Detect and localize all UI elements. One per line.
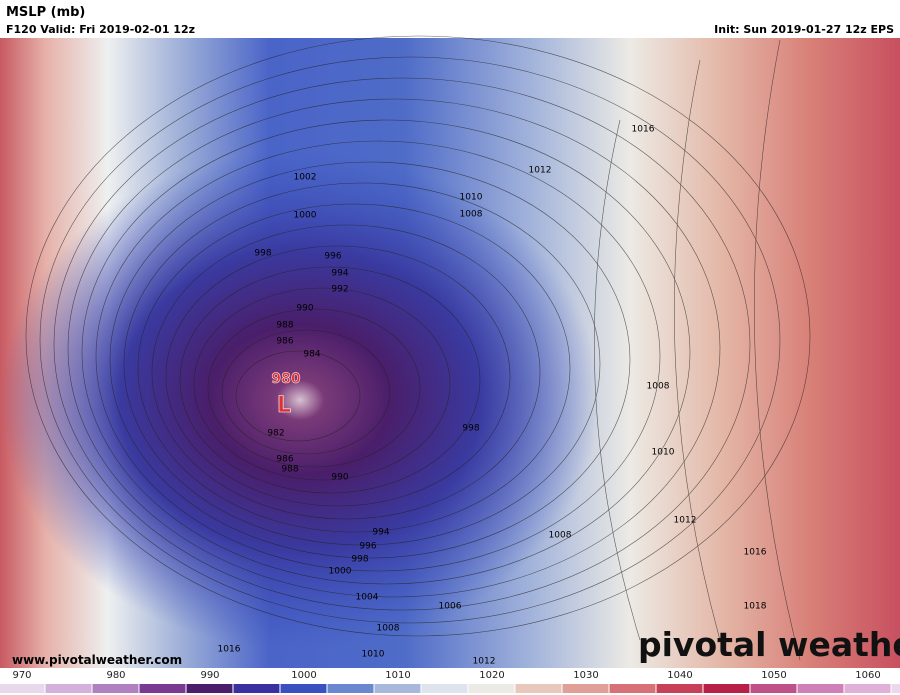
colorbar-swatch [562, 684, 609, 693]
logo: pivotal weather [638, 625, 900, 664]
title: MSLP (mb) [6, 5, 85, 20]
isobar [25, 35, 811, 637]
colorbar-swatch [703, 684, 750, 693]
contour-label: 982 [267, 429, 284, 439]
contour-label: 1016 [632, 125, 655, 135]
colorbar-tick-label: 1040 [667, 670, 692, 681]
low-pressure-area [0, 150, 600, 650]
contour-label: 992 [331, 285, 348, 295]
contour-label: 984 [303, 350, 320, 360]
colorbar-swatch [609, 684, 656, 693]
colorbar-swatch [0, 684, 45, 693]
colorbar-tick-label: 970 [12, 670, 31, 681]
colorbar-swatch [421, 684, 468, 693]
isobar [179, 266, 481, 494]
colorbar-swatch [891, 684, 900, 693]
isobar [95, 140, 661, 572]
contour-label: 1008 [377, 624, 400, 634]
colorbar-tick-label: 1030 [573, 670, 598, 681]
site-url: www.pivotalweather.com [12, 653, 182, 667]
isobars [25, 35, 811, 661]
isobar [594, 119, 641, 641]
colorbar-swatch [327, 684, 374, 693]
contour-label: 1012 [473, 657, 496, 667]
contour-label: 990 [331, 473, 348, 483]
contour-label: 994 [331, 269, 348, 279]
contour-label: 1000 [329, 567, 352, 577]
contour-label: 1018 [744, 602, 767, 612]
colorbar-tick-label: 1020 [479, 670, 504, 681]
colorbar-swatch [797, 684, 844, 693]
isobar [235, 350, 361, 442]
isobar [207, 308, 421, 468]
isobar [151, 224, 541, 520]
contour-label: 1006 [439, 602, 462, 612]
contour-label: 998 [351, 555, 368, 565]
contour-label: 986 [276, 337, 293, 347]
colorbar-swatch [844, 684, 891, 693]
colorbar-tick-label: 1060 [855, 670, 880, 681]
colorbar-swatch [750, 684, 797, 693]
contour-label: 1008 [460, 210, 483, 220]
colorbar-swatch [515, 684, 562, 693]
contour-label: 1004 [356, 593, 379, 603]
colorbar-swatch [186, 684, 233, 693]
contour-label: 1000 [294, 211, 317, 221]
contour-label: 1008 [549, 531, 572, 541]
colorbar-tick-label: 1010 [385, 670, 410, 681]
valid-time: F120 Valid: Fri 2019-02-01 12z [6, 23, 195, 36]
contour-label: 996 [324, 252, 341, 262]
isobar [67, 98, 721, 598]
contour-label: 988 [281, 465, 298, 475]
contour-label: 996 [359, 542, 376, 552]
contour-label: 988 [276, 321, 293, 331]
isobar [81, 119, 691, 585]
isobar [39, 56, 781, 624]
contour-label: 1012 [674, 516, 697, 526]
colorbar-swatch [139, 684, 186, 693]
colorbar-tick-label: 990 [200, 670, 219, 681]
contour-label: 1010 [460, 193, 483, 203]
colorbar-swatch [656, 684, 703, 693]
isobar [221, 329, 391, 455]
colorbar-tick-label: 980 [106, 670, 125, 681]
isobar [165, 245, 511, 507]
contour-label: 986 [276, 455, 293, 465]
contour-label: 994 [372, 528, 389, 538]
colorbar-tick-label: 1050 [761, 670, 786, 681]
isobar [137, 203, 571, 533]
low-symbol: L [277, 393, 291, 418]
contour-label: 1016 [218, 645, 241, 655]
contour-label: 1010 [652, 448, 675, 458]
isobar [123, 182, 601, 546]
contour-label: 1008 [647, 382, 670, 392]
colorbar-swatch [280, 684, 327, 693]
isobar [109, 161, 631, 559]
colorbar-swatch [468, 684, 515, 693]
colorbar-swatch [233, 684, 280, 693]
contour-label: 1016 [744, 548, 767, 558]
isobar [753, 39, 801, 661]
colorbar-swatch [374, 684, 421, 693]
low-value: 980 [271, 371, 300, 387]
colorbar-swatch [92, 684, 139, 693]
contour-label: 1010 [362, 650, 385, 660]
isobar [193, 287, 451, 481]
contour-label: 1002 [294, 173, 317, 183]
contour-label: 990 [296, 304, 313, 314]
colorbar-tick-label: 1000 [291, 670, 316, 681]
contour-label: 998 [462, 424, 479, 434]
isobar [53, 77, 751, 611]
colorbar-swatch [45, 684, 92, 693]
init-time: Init: Sun 2019-01-27 12z EPS [714, 23, 894, 36]
isobar [674, 59, 721, 641]
contour-label: 998 [254, 249, 271, 259]
contour-label: 1012 [529, 166, 552, 176]
